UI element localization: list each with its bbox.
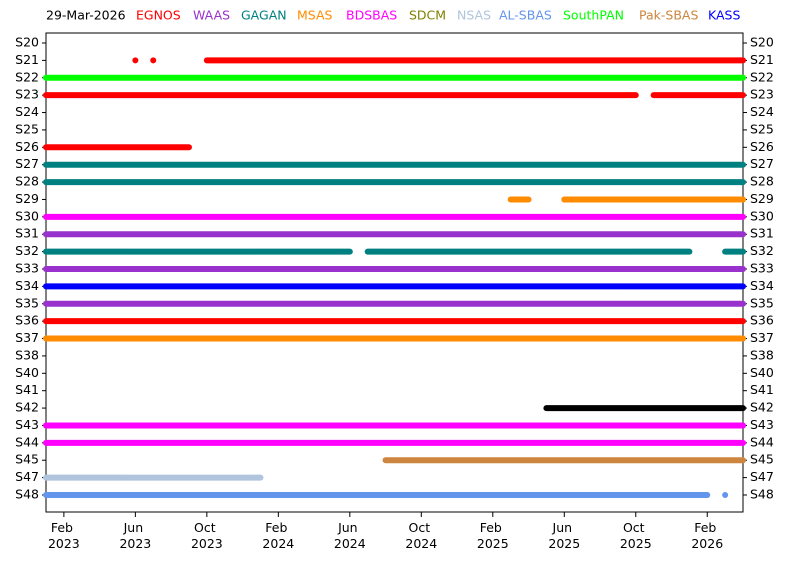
y-tick-label-right: S26 xyxy=(750,139,774,154)
y-tick-label-right: S33 xyxy=(750,261,774,276)
y-tick-label-right: S30 xyxy=(750,208,774,223)
y-tick-label: S24 xyxy=(15,104,39,119)
legend-entry: WAAS xyxy=(193,8,230,23)
y-tick-label: S34 xyxy=(15,278,39,293)
x-tick-label: Oct 2023 xyxy=(191,520,223,551)
y-tick-label-right: S36 xyxy=(750,313,774,328)
x-tick-label: Feb 2025 xyxy=(477,520,509,551)
y-tick-label-right: S47 xyxy=(750,469,774,484)
x-tick-label: Oct 2024 xyxy=(405,520,437,551)
legend-entry: BDSBAS xyxy=(346,8,397,23)
y-tick-label-right: S27 xyxy=(750,156,774,171)
x-tick-label: Jun 2024 xyxy=(334,520,366,551)
y-tick-label: S37 xyxy=(15,330,39,345)
legend-entry: EGNOS xyxy=(136,8,181,23)
y-tick-label: S36 xyxy=(15,313,39,328)
y-tick-label: S32 xyxy=(15,243,39,258)
legend-entry: KASS xyxy=(708,8,740,23)
y-tick-label-right: S37 xyxy=(750,330,774,345)
x-tick-label: Feb 2024 xyxy=(262,520,294,551)
y-tick-label-right: S24 xyxy=(750,104,774,119)
y-tick-label: S21 xyxy=(15,52,39,67)
y-tick-label-right: S43 xyxy=(750,417,774,432)
y-tick-label: S47 xyxy=(15,469,39,484)
x-tick-label: Feb 2026 xyxy=(691,520,723,551)
y-tick-label-right: S44 xyxy=(750,434,774,449)
y-tick-label-right: S28 xyxy=(750,174,774,189)
legend-entry: AL-SBAS xyxy=(499,8,552,23)
plot-frame xyxy=(45,32,744,513)
y-tick-label-right: S34 xyxy=(750,278,774,293)
y-tick-label-right: S29 xyxy=(750,191,774,206)
y-tick-label: S28 xyxy=(15,174,39,189)
y-tick-label: S26 xyxy=(15,139,39,154)
y-tick-label-right: S23 xyxy=(750,87,774,102)
y-tick-label: S25 xyxy=(15,121,39,136)
y-tick-label: S20 xyxy=(15,35,39,50)
x-tick-label: Jun 2025 xyxy=(548,520,580,551)
legend-entry: SouthPAN xyxy=(563,8,624,23)
y-tick-label: S29 xyxy=(15,191,39,206)
y-tick-label: S38 xyxy=(15,347,39,362)
y-tick-label: S22 xyxy=(15,69,39,84)
y-tick-label: S40 xyxy=(15,365,39,380)
y-tick-label-right: S40 xyxy=(750,365,774,380)
y-tick-label: S41 xyxy=(15,382,39,397)
y-tick-label-right: S21 xyxy=(750,52,774,67)
y-tick-label-right: S45 xyxy=(750,452,774,467)
legend-entry: SDCM xyxy=(409,8,446,23)
y-tick-label-right: S41 xyxy=(750,382,774,397)
y-tick-label-right: S25 xyxy=(750,121,774,136)
y-tick-label-right: S35 xyxy=(750,295,774,310)
y-tick-label-right: S20 xyxy=(750,35,774,50)
y-tick-label-right: S31 xyxy=(750,226,774,241)
date-label: 29-Mar-2026 xyxy=(46,8,126,23)
y-tick-label: S42 xyxy=(15,400,39,415)
y-tick-label: S44 xyxy=(15,434,39,449)
y-tick-label: S30 xyxy=(15,208,39,223)
y-tick-label-right: S22 xyxy=(750,69,774,84)
x-tick-label: Jun 2023 xyxy=(119,520,151,551)
x-tick-label: Feb 2023 xyxy=(48,520,80,551)
y-tick-label: S45 xyxy=(15,452,39,467)
y-tick-label: S27 xyxy=(15,156,39,171)
y-tick-label: S48 xyxy=(15,487,39,502)
y-tick-label: S23 xyxy=(15,87,39,102)
y-tick-label-right: S42 xyxy=(750,400,774,415)
y-tick-label: S31 xyxy=(15,226,39,241)
x-tick-label: Oct 2025 xyxy=(620,520,652,551)
legend-entry: NSAS xyxy=(457,8,491,23)
legend-entry: Pak-SBAS xyxy=(639,8,698,23)
y-tick-label: S33 xyxy=(15,261,39,276)
y-tick-label: S35 xyxy=(15,295,39,310)
y-tick-label-right: S38 xyxy=(750,347,774,362)
legend-entry: MSAS xyxy=(297,8,333,23)
y-tick-label-right: S32 xyxy=(750,243,774,258)
y-tick-label-right: S48 xyxy=(750,487,774,502)
y-tick-label: S43 xyxy=(15,417,39,432)
legend-entry: GAGAN xyxy=(241,8,287,23)
